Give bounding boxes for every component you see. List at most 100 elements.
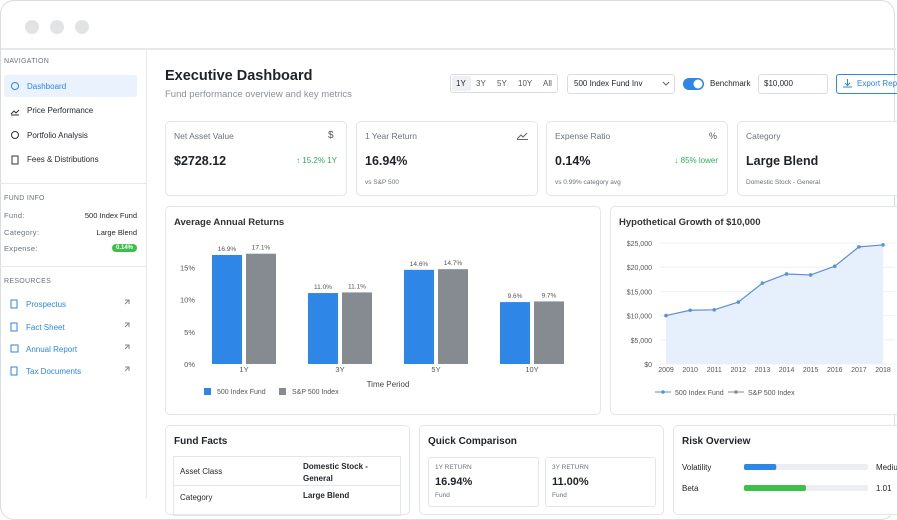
divider (0, 183, 146, 184)
point (688, 308, 692, 313)
x-tick-label: 2017 (851, 367, 867, 374)
point (736, 300, 741, 304)
card-label: Expense Ratio (555, 131, 611, 141)
resource-link[interactable]: Fact Sheet (26, 323, 65, 332)
compare-label: 3Y RETURN (552, 464, 589, 471)
x-tick-label: 1Y (239, 365, 248, 374)
sidebar-border (146, 50, 147, 498)
period-group (450, 74, 558, 93)
resource-link[interactable]: Prospectus (26, 300, 67, 309)
point (832, 264, 837, 269)
x-tick-label: 2014 (779, 367, 795, 374)
risk-label: Volatility (682, 463, 711, 472)
export-button[interactable] (836, 74, 897, 94)
window-dots (25, 20, 89, 34)
period-button[interactable]: All (543, 79, 552, 88)
resource-link[interactable]: Annual Report (26, 345, 78, 354)
period-button[interactable]: 1Y (456, 79, 466, 88)
point (857, 245, 861, 249)
section-heading: NAVIGATION (4, 58, 50, 65)
table-row-line (173, 485, 401, 486)
panel-title: Quick Comparison (428, 436, 517, 447)
fund-select[interactable] (567, 74, 675, 94)
legend-swatch (204, 388, 211, 395)
y-tick-label: $10,000 (627, 314, 652, 321)
card-icon: $ (328, 130, 334, 141)
metric-card (546, 121, 728, 196)
nav-item[interactable]: Fees & Distributions (27, 155, 99, 164)
point (808, 273, 813, 277)
x-tick-label: 3Y (335, 365, 344, 374)
amount-text: $10,000 (764, 79, 793, 88)
card-change: ↑ 15.2% 1Y (296, 156, 337, 165)
card-note: vs 0.99% category avg (555, 179, 621, 186)
point (664, 313, 668, 318)
panel-title: Risk Overview (682, 436, 751, 447)
risk-value: Medium (876, 463, 897, 472)
benchmark-toggle[interactable] (683, 78, 704, 90)
x-tick-label: 2018 (875, 367, 891, 374)
card-icon: % (709, 131, 718, 141)
info-label: Expense: (4, 244, 38, 253)
info-label: Fund: (4, 211, 25, 220)
bar (342, 292, 372, 364)
titlebar-divider (1, 48, 896, 50)
info-value: 500 Index Fund (84, 211, 137, 220)
x-tick-label: 2016 (827, 367, 843, 374)
bar (534, 301, 564, 364)
x-tick-label: 2011 (707, 367, 722, 374)
y-tick-label: 10% (180, 296, 195, 305)
divider (0, 266, 146, 267)
card-value: Large Blend (746, 154, 819, 168)
card-change: ↓ 85% lower (674, 156, 718, 165)
y-tick-label: 5% (184, 328, 195, 337)
y-tick-label: $0 (644, 362, 652, 369)
period-button[interactable]: 3Y (476, 79, 486, 88)
y-tick-label: $5,000 (631, 338, 653, 345)
page-subtitle: Fund performance overview and key metric… (165, 89, 352, 100)
card-label: Net Asset Value (174, 131, 234, 141)
nav-item[interactable]: Portfolio Analysis (27, 131, 88, 140)
bar-value-label: 9.7% (542, 292, 557, 299)
fund-select-text: 500 Index Fund Inv (574, 79, 643, 88)
legend-swatch (279, 388, 286, 395)
panel-title: Fund Facts (174, 436, 228, 447)
bar-value-label: 9.6% (508, 293, 523, 300)
card-value: 0.14% (555, 154, 591, 168)
amount-input[interactable] (758, 74, 828, 94)
x-tick-label: 2010 (682, 367, 698, 374)
table-cell: Domestic Stock - General (303, 462, 368, 483)
period-button[interactable]: 10Y (518, 79, 533, 88)
line (665, 244, 884, 317)
card-note: vs S&P 500 (365, 179, 399, 186)
resource-link[interactable]: Tax Documents (26, 367, 82, 376)
info-badge: 0.14% (111, 244, 137, 252)
legend-dot (661, 390, 665, 394)
nav-item[interactable]: Price Performance (27, 106, 94, 115)
x-tick-label: 10Y (525, 365, 538, 374)
compare-sub: Fund (552, 492, 567, 499)
nav-item[interactable]: Dashboard (27, 82, 67, 91)
legend-label: 500 Index Fund (217, 389, 266, 396)
metric-card (737, 121, 897, 196)
point (760, 281, 765, 285)
point (712, 307, 717, 312)
y-tick-label: $15,000 (627, 289, 652, 296)
x-tick-label: 2012 (731, 367, 747, 374)
card-icon (517, 132, 528, 140)
nav-icons (10, 82, 20, 165)
bar (404, 269, 434, 364)
risk-value: 1.01 (876, 484, 892, 493)
export-icon (843, 79, 852, 88)
risk-bar (744, 485, 806, 491)
card-note: Domestic Stock - General (746, 179, 821, 186)
metric-card (165, 121, 347, 196)
x-tick-label: 2015 (803, 367, 819, 374)
info-label: Category: (4, 228, 40, 237)
x-tick-label: 5Y (431, 365, 440, 374)
period-button[interactable]: 5Y (497, 79, 507, 88)
bar-value-label: 17.1% (252, 245, 271, 252)
bar (246, 253, 276, 364)
compare-label: 1Y RETURN (435, 464, 472, 471)
